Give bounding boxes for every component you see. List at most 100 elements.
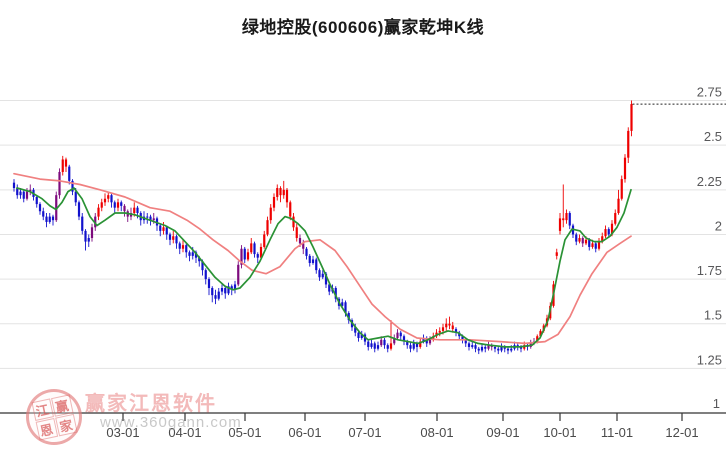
candle-body: [354, 327, 357, 333]
y-tick-label: 2.5: [704, 129, 722, 144]
candle: [581, 236, 584, 247]
candle-body: [188, 252, 191, 256]
candle-body: [178, 243, 181, 249]
candle: [292, 213, 295, 231]
candle: [84, 229, 87, 251]
candle: [578, 234, 581, 244]
candle: [282, 180, 285, 199]
candle-body: [136, 207, 139, 214]
candle-body: [383, 339, 386, 346]
candle-body: [58, 171, 61, 196]
candle-body: [422, 338, 425, 342]
candle-body: [305, 248, 308, 256]
candle: [370, 339, 373, 349]
candle-body: [441, 327, 445, 331]
x-tick-label: 08-01: [420, 425, 453, 440]
candle: [526, 343, 529, 351]
candle: [305, 246, 308, 260]
y-tick-label: 1.25: [697, 352, 722, 367]
candle-body: [565, 213, 568, 221]
candle-body: [438, 330, 441, 333]
candle-body: [555, 252, 558, 256]
y-tick-label: 2.75: [697, 85, 722, 100]
candle-body: [51, 216, 55, 221]
candle: [68, 164, 71, 185]
candle: [217, 288, 220, 301]
candle: [71, 179, 74, 196]
candle-body: [22, 191, 25, 199]
candle: [100, 198, 103, 212]
candle-body: [282, 189, 285, 196]
candle-body: [607, 229, 610, 235]
candle: [467, 341, 471, 351]
candle-body: [12, 182, 16, 189]
candle-body: [617, 198, 620, 214]
candle-body: [181, 245, 185, 249]
candle-body: [464, 339, 467, 344]
candle-body: [116, 202, 120, 208]
candle: [575, 232, 578, 246]
y-tick-label: 1.5: [704, 308, 722, 323]
candle: [428, 336, 432, 346]
candle: [389, 320, 393, 351]
candle: [620, 175, 623, 201]
candle: [243, 246, 246, 264]
candle-body: [133, 207, 136, 214]
candle: [448, 316, 451, 330]
candle-body: [211, 288, 214, 296]
candle: [220, 284, 224, 296]
candle-body: [623, 157, 627, 180]
candle: [396, 329, 399, 340]
candle-body: [120, 202, 123, 206]
candle-body: [272, 196, 276, 208]
candle-body: [396, 332, 399, 339]
candle: [357, 330, 360, 342]
candle: [315, 257, 318, 274]
candle-body: [614, 213, 617, 224]
candle-body: [558, 218, 562, 231]
candle: [445, 318, 448, 331]
candle-body: [539, 330, 542, 337]
candle: [12, 179, 16, 192]
candle: [568, 211, 571, 230]
candle-body: [201, 261, 204, 271]
candle-body: [123, 205, 126, 212]
candle-body: [597, 241, 601, 249]
candle: [477, 346, 480, 355]
candle: [159, 223, 162, 237]
candle: [318, 268, 321, 281]
candle: [214, 289, 217, 305]
candle-body: [285, 189, 289, 203]
candle: [630, 100, 633, 137]
candle: [207, 277, 211, 296]
candle: [64, 157, 68, 172]
candle: [295, 223, 298, 242]
candle: [484, 345, 487, 353]
candle-body: [253, 243, 256, 255]
candle: [165, 225, 168, 240]
candle: [45, 213, 48, 228]
candle: [412, 339, 415, 351]
candle: [113, 200, 116, 214]
candle-body: [477, 348, 480, 351]
candle: [490, 343, 493, 351]
candle-body: [97, 207, 100, 217]
candle-body: [227, 286, 230, 294]
candle: [61, 155, 64, 176]
x-tick-label: 05-01: [228, 425, 261, 440]
candle: [246, 248, 250, 262]
candle-body: [191, 252, 194, 256]
ma-fast-green-line: [16, 187, 632, 348]
x-tick-label: 04-01: [168, 425, 201, 440]
candle: [233, 280, 237, 294]
candle-body: [204, 270, 207, 280]
candle-body: [406, 341, 409, 346]
candle-body: [357, 332, 360, 339]
candle: [178, 241, 181, 255]
candle-body: [230, 286, 233, 290]
candle-body: [510, 348, 513, 351]
candle-body: [601, 236, 604, 242]
candle-body: [237, 264, 240, 285]
